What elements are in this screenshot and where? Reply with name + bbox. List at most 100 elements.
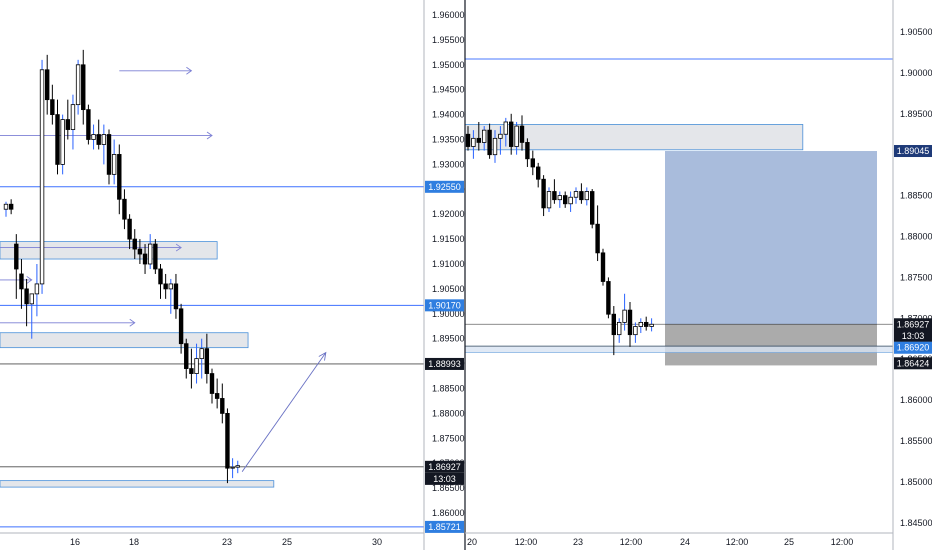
candle-body (514, 125, 519, 147)
right-time-tick-label: 12:00 (515, 537, 538, 547)
candle-body (471, 137, 476, 147)
right-time-tick-label: 25 (784, 537, 794, 547)
left-price-tick-label: 1.90000 (432, 309, 465, 319)
left-price-tick-label: 1.96000 (432, 10, 465, 20)
candle-body (622, 309, 627, 323)
right-price-tag (894, 318, 932, 331)
candle-body (70, 104, 76, 130)
ray-arrowhead (26, 276, 33, 284)
candle-body (142, 253, 148, 265)
right-price-tick-label: 1.85500 (900, 436, 932, 446)
left-price-tick-label: 1.94500 (432, 85, 465, 95)
left-price-tick-label: 1.95500 (432, 35, 465, 45)
left-price-tick-label: 1.93000 (432, 159, 465, 169)
candle-body (481, 129, 487, 143)
left-price-tag (425, 299, 464, 312)
candle-body (573, 191, 579, 198)
candle-body (519, 125, 525, 143)
left-time-tick-label: 23 (222, 537, 232, 547)
candle-body (189, 368, 194, 374)
candle-body (204, 348, 210, 374)
candle-body (96, 134, 101, 145)
candle-body (39, 69, 45, 285)
candle-body (132, 238, 137, 250)
left-time-tick-label: 25 (282, 537, 292, 547)
candle-body (8, 203, 14, 210)
demand-zone (464, 345, 894, 353)
candle-body (75, 64, 81, 106)
candle-body (638, 321, 643, 327)
candle-body (163, 283, 168, 290)
left-price-tick-label: 1.86000 (432, 508, 465, 518)
candle-body (60, 119, 65, 165)
candle-body (158, 268, 163, 285)
left-price-pane[interactable] (0, 49, 424, 528)
candle-body (45, 69, 50, 101)
candle-body (557, 195, 562, 201)
candle-body (19, 273, 24, 290)
right-price-tag (894, 145, 932, 158)
candle-body (508, 121, 514, 147)
candle-body (492, 137, 498, 156)
candle-body (106, 134, 112, 175)
candle-body (122, 198, 127, 220)
right-price-tag-label: 1.89045 (897, 146, 930, 156)
candle-body (50, 99, 55, 116)
candle-body (147, 243, 153, 265)
candle-body (536, 166, 541, 180)
candle-body (563, 195, 568, 205)
candle-body (606, 281, 611, 315)
candle-body (595, 223, 600, 254)
candle-body (220, 398, 225, 414)
right-price-tag (894, 341, 932, 354)
left-price-tick-label: 1.87500 (432, 433, 465, 443)
candle-body (487, 129, 492, 156)
candle-body (34, 283, 40, 295)
right-time-tick-label: 12:00 (620, 537, 643, 547)
candle-body (81, 64, 86, 111)
candle-body (525, 142, 530, 160)
position-stop-zone (665, 324, 877, 366)
right-price-tick-label: 1.87500 (900, 272, 932, 282)
right-price-tick-label: 1.84500 (900, 518, 932, 528)
candle-body (101, 134, 107, 145)
left-time-tick-label: 30 (372, 537, 382, 547)
left-price-tag-label: 1.88993 (428, 359, 461, 369)
candle-body (617, 321, 622, 336)
right-price-tick-label: 1.88000 (900, 232, 932, 242)
left-price-tag-label: 1.85721 (428, 522, 461, 532)
candle-body (29, 293, 34, 305)
left-price-tick-label: 1.88500 (432, 384, 465, 394)
candle-body (546, 191, 552, 209)
right-price-pane[interactable] (464, 58, 894, 366)
candle-body (230, 466, 235, 469)
left-price-tick-label: 1.90500 (432, 284, 465, 294)
left-price-tick-label: 1.86500 (432, 483, 465, 493)
candle-body (111, 154, 117, 175)
right-price-tick-label: 1.89500 (900, 109, 932, 119)
supply-demand-zone (0, 241, 218, 260)
candle-body (194, 358, 199, 374)
candle-body (498, 133, 503, 139)
candle-body (579, 191, 584, 201)
left-price-tag-label: 13:03 (433, 474, 456, 484)
ray-arrowhead (129, 318, 136, 327)
candle-body (476, 137, 481, 143)
candle-body (568, 196, 573, 205)
candle-body (584, 191, 589, 201)
right-price-tag-label: 13:03 (902, 331, 925, 341)
candle-body (173, 283, 179, 310)
left-price-tick-label: 1.89500 (432, 334, 465, 344)
left-time-tick-label: 18 (129, 537, 139, 547)
candle-body (65, 119, 70, 130)
left-price-tag (425, 357, 464, 370)
candle-body (127, 218, 132, 240)
left-price-tick-label: 1.93500 (432, 135, 465, 145)
candle-body (199, 348, 204, 360)
right-time-tick-label: 24 (680, 537, 690, 547)
candle-body (137, 248, 143, 255)
candle-body (633, 326, 638, 336)
candle-body (24, 288, 29, 305)
